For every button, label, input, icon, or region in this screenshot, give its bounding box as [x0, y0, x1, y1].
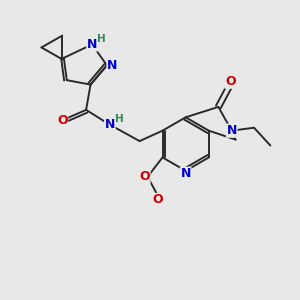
Text: N: N — [87, 38, 97, 51]
Text: O: O — [140, 170, 150, 183]
Text: H: H — [97, 34, 106, 44]
Text: N: N — [105, 118, 115, 131]
Text: N: N — [181, 167, 191, 180]
Text: O: O — [225, 75, 236, 88]
Text: N: N — [107, 59, 117, 72]
Text: O: O — [153, 193, 164, 206]
Text: O: O — [57, 114, 68, 127]
Text: N: N — [226, 124, 237, 137]
Text: H: H — [115, 114, 124, 124]
